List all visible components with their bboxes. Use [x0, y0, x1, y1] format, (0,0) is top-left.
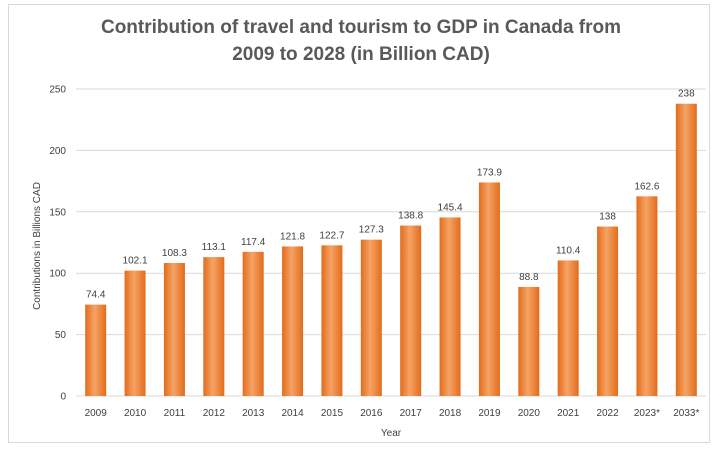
data-label-2014: 121.8: [280, 231, 305, 242]
data-label-2033*: 238: [678, 89, 695, 100]
bar-2015: [321, 245, 343, 396]
data-label-2012: 113.1: [202, 242, 227, 253]
data-label-2009: 74.4: [86, 290, 106, 301]
bar-2009: [85, 304, 107, 396]
x-tick-label: 2017: [400, 408, 423, 419]
x-tick-label: 2020: [518, 408, 541, 419]
data-label-2011: 108.3: [162, 248, 187, 259]
x-axis-ticks: 2009 2010 2011 2012 2013 2014 2015 2016 2017 2018…: [85, 408, 700, 419]
bar-2019: [478, 182, 500, 396]
bar-2020: [518, 286, 540, 396]
y-axis-ticks: 0 50 100 150 200 250: [49, 85, 66, 403]
bar-2013: [242, 251, 264, 396]
bar-2018: [439, 217, 461, 396]
data-label-2017: 138.8: [398, 211, 423, 222]
data-label-2010: 102.1: [123, 256, 148, 267]
y-tick-label: 50: [55, 330, 67, 341]
x-tick-label: 2019: [478, 408, 501, 419]
bar-2014: [282, 246, 304, 396]
data-label-2021: 110.4: [556, 245, 581, 256]
x-tick-label: 2015: [321, 408, 344, 419]
x-tick-label: 2014: [281, 408, 304, 419]
x-axis-title: Year: [381, 428, 402, 439]
data-label-2023*: 162.6: [634, 181, 659, 192]
x-tick-label: 2016: [360, 408, 383, 419]
data-labels: 74.4 102.1 108.3 113.1 117.4 121.8 122.7 127.3 1…: [86, 89, 695, 301]
x-tick-label: 2021: [557, 408, 580, 419]
data-label-2022: 138: [599, 212, 616, 223]
data-label-2016: 127.3: [359, 225, 384, 236]
y-tick-label: 250: [49, 85, 66, 96]
x-tick-label: 2018: [439, 408, 462, 419]
data-label-2020: 88.8: [519, 272, 539, 283]
x-tick-label: 2010: [124, 408, 147, 419]
x-tick-label: 2033*: [673, 408, 699, 419]
chart-title-line-1: Contribution of travel and tourism to GD…: [100, 17, 622, 38]
y-tick-label: 0: [60, 392, 66, 403]
data-label-2013: 117.4: [241, 237, 266, 248]
x-tick-label: 2022: [596, 408, 619, 419]
bar-2023*: [636, 196, 658, 396]
x-tick-label: 2011: [164, 408, 186, 419]
x-tick-label: 2013: [242, 408, 265, 419]
bar-2017: [400, 225, 422, 396]
y-axis-title: Contributions in Billions CAD: [32, 182, 43, 310]
y-tick-label: 100: [49, 269, 66, 280]
bars: [85, 103, 697, 397]
bar-2010: [124, 270, 146, 396]
bar-2011: [163, 263, 185, 396]
x-tick-label: 2009: [85, 408, 108, 419]
y-tick-label: 200: [49, 146, 66, 157]
bar-2022: [597, 226, 619, 396]
chart-title-line-2: 2009 to 2028 (in Billion CAD): [232, 44, 490, 65]
x-tick-label: 2023*: [634, 408, 660, 419]
data-label-2019: 173.9: [477, 167, 502, 178]
data-label-2018: 145.4: [438, 202, 463, 213]
bar-2021: [557, 260, 579, 396]
y-tick-label: 150: [49, 207, 66, 218]
x-tick-label: 2012: [203, 408, 226, 419]
data-label-2015: 122.7: [319, 230, 344, 241]
bar-2016: [360, 239, 382, 396]
chart-title: Contribution of travel and tourism to GD…: [0, 14, 722, 68]
bar-2033*: [675, 103, 697, 397]
bar-2012: [203, 257, 225, 396]
